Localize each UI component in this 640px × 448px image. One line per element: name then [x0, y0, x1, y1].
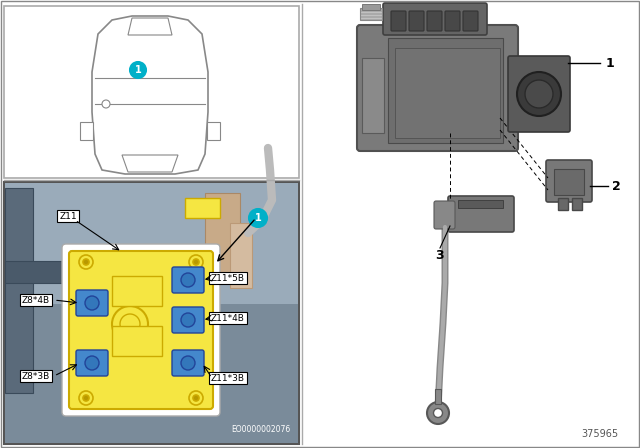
Circle shape	[189, 391, 203, 405]
Bar	[80, 122, 93, 140]
Bar	[185, 198, 220, 218]
Circle shape	[83, 395, 89, 401]
FancyBboxPatch shape	[448, 196, 514, 232]
Circle shape	[181, 356, 195, 370]
Circle shape	[181, 273, 195, 287]
Polygon shape	[122, 155, 178, 172]
FancyBboxPatch shape	[434, 201, 455, 229]
Circle shape	[249, 209, 267, 227]
Bar	[554, 169, 584, 195]
Bar	[207, 122, 220, 140]
Bar	[5, 188, 33, 393]
Circle shape	[193, 395, 199, 401]
Bar	[362, 4, 380, 10]
Bar	[5, 183, 298, 443]
FancyBboxPatch shape	[62, 244, 220, 416]
Text: Z11*3B: Z11*3B	[211, 374, 245, 383]
FancyBboxPatch shape	[76, 290, 108, 316]
Bar	[572, 198, 582, 210]
Text: Z11*5B: Z11*5B	[211, 273, 245, 283]
Bar	[360, 8, 382, 20]
Text: 1: 1	[255, 213, 261, 223]
Bar	[112, 276, 162, 306]
FancyBboxPatch shape	[409, 11, 424, 31]
Bar	[435, 389, 441, 404]
Bar	[395, 48, 500, 138]
Circle shape	[427, 402, 449, 424]
FancyBboxPatch shape	[391, 11, 406, 31]
Text: 375965: 375965	[581, 429, 619, 439]
Bar	[205, 193, 240, 273]
FancyBboxPatch shape	[69, 251, 213, 409]
Circle shape	[85, 296, 99, 310]
Bar	[4, 6, 299, 178]
Circle shape	[517, 72, 561, 116]
Circle shape	[102, 100, 110, 108]
Polygon shape	[92, 16, 208, 174]
FancyBboxPatch shape	[427, 11, 442, 31]
Circle shape	[112, 306, 148, 342]
Text: 3: 3	[436, 249, 444, 262]
FancyBboxPatch shape	[357, 25, 518, 151]
Circle shape	[83, 259, 89, 265]
Text: Z8*4B: Z8*4B	[22, 296, 50, 305]
Text: EO0000002076: EO0000002076	[232, 425, 291, 434]
Polygon shape	[128, 18, 172, 35]
Bar	[458, 200, 503, 208]
Circle shape	[79, 391, 93, 405]
Circle shape	[193, 259, 199, 265]
Circle shape	[85, 356, 99, 370]
Bar	[112, 326, 162, 356]
FancyBboxPatch shape	[172, 350, 204, 376]
Text: 2: 2	[612, 180, 620, 193]
Circle shape	[189, 255, 203, 269]
Circle shape	[433, 409, 442, 418]
Bar	[4, 182, 299, 444]
FancyBboxPatch shape	[172, 307, 204, 333]
Circle shape	[120, 314, 140, 334]
Circle shape	[525, 80, 553, 108]
Circle shape	[79, 255, 93, 269]
Bar	[5, 183, 298, 304]
Text: Z11*4B: Z11*4B	[211, 314, 245, 323]
Bar	[558, 198, 568, 210]
Text: Z8*3B: Z8*3B	[22, 371, 50, 380]
FancyBboxPatch shape	[76, 350, 108, 376]
FancyBboxPatch shape	[508, 56, 570, 132]
Text: 1: 1	[605, 56, 614, 69]
FancyBboxPatch shape	[546, 160, 592, 202]
FancyBboxPatch shape	[172, 267, 204, 293]
Bar	[5, 261, 63, 283]
FancyBboxPatch shape	[445, 11, 460, 31]
FancyBboxPatch shape	[383, 3, 487, 35]
FancyBboxPatch shape	[463, 11, 478, 31]
Bar	[230, 223, 252, 288]
Bar	[388, 38, 503, 143]
Text: 1: 1	[134, 65, 141, 75]
Bar	[303, 4, 637, 444]
Text: Z11: Z11	[59, 211, 77, 220]
Circle shape	[130, 62, 146, 78]
Bar	[362, 58, 384, 133]
Circle shape	[181, 313, 195, 327]
